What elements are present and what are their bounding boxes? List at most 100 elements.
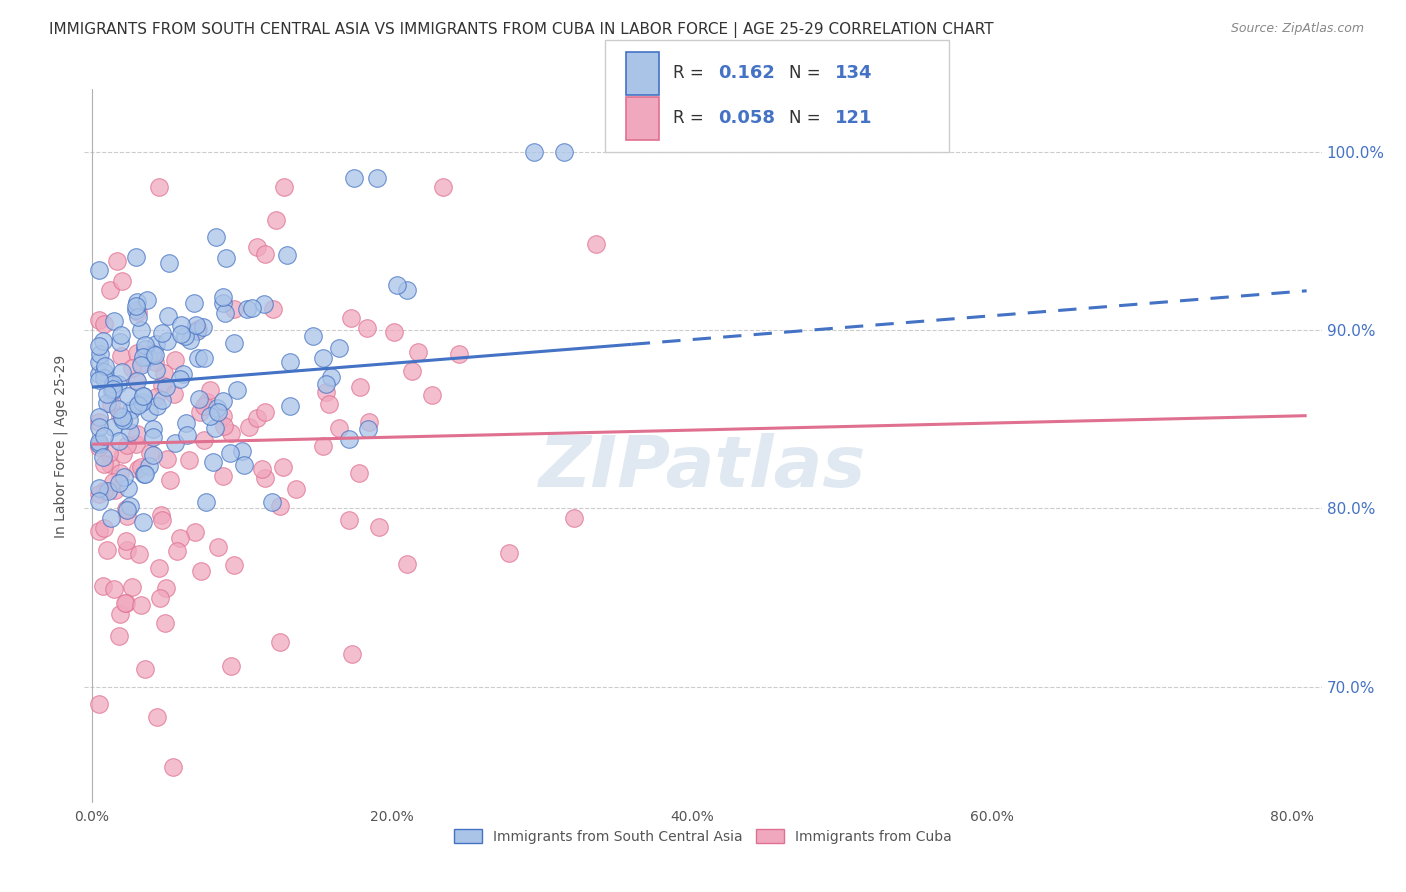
Point [128, 547, 150, 561]
Point [129, 598, 152, 612]
Point [337, 432, 360, 446]
Point [111, 275, 134, 289]
Point [132, 515, 155, 529]
Point [89, 441, 111, 455]
Point [93, 365, 115, 379]
Point [315, 385, 337, 400]
Point [108, 334, 131, 349]
Point [207, 405, 229, 419]
Point [498, 546, 520, 560]
Point [219, 659, 242, 673]
Point [112, 470, 135, 484]
Point [260, 495, 283, 509]
Point [321, 369, 343, 384]
Point [96, 396, 118, 410]
Point [236, 302, 259, 317]
Point [207, 540, 229, 554]
Point [211, 469, 233, 483]
Point [129, 356, 152, 370]
Point [89, 347, 111, 361]
Point [368, 520, 391, 534]
Point [553, 145, 575, 159]
Point [138, 459, 160, 474]
Point [169, 531, 191, 545]
Point [110, 607, 132, 621]
Point [107, 434, 129, 448]
Point [169, 372, 191, 386]
Point [273, 180, 295, 194]
Point [564, 510, 586, 524]
Point [340, 647, 363, 661]
Text: R =: R = [673, 64, 704, 82]
Point [91, 579, 114, 593]
Point [150, 508, 173, 522]
Point [166, 544, 188, 558]
Point [396, 557, 419, 571]
Point [89, 481, 111, 495]
Point [357, 421, 380, 435]
Point [246, 410, 269, 425]
Point [190, 405, 212, 419]
Point [201, 455, 224, 469]
Point [447, 347, 470, 361]
Point [195, 395, 218, 409]
Point [100, 511, 122, 525]
Point [127, 310, 149, 324]
Point [222, 301, 245, 316]
Point [131, 395, 153, 409]
Point [93, 483, 115, 498]
Point [89, 416, 111, 430]
Point [127, 462, 149, 476]
Text: Source: ZipAtlas.com: Source: ZipAtlas.com [1230, 22, 1364, 36]
Point [238, 419, 260, 434]
Point [101, 382, 124, 396]
Point [110, 349, 132, 363]
Point [93, 334, 115, 348]
Point [117, 389, 139, 403]
Point [219, 426, 242, 441]
Point [285, 482, 308, 496]
Point [146, 400, 169, 414]
Point [96, 542, 118, 557]
Point [110, 467, 132, 481]
Point [89, 434, 111, 449]
Point [93, 317, 115, 331]
Point [585, 237, 607, 252]
Point [97, 484, 120, 499]
Point [212, 419, 235, 434]
Point [121, 580, 143, 594]
Point [107, 629, 129, 643]
Point [198, 409, 221, 424]
Point [114, 596, 136, 610]
Point [187, 322, 209, 336]
Text: R =: R = [673, 110, 704, 128]
Point [142, 448, 165, 462]
Point [125, 251, 148, 265]
Point [115, 509, 138, 524]
Point [395, 283, 418, 297]
Point [219, 446, 242, 460]
Point [231, 444, 253, 458]
Point [120, 403, 142, 417]
Point [134, 342, 156, 356]
Point [103, 376, 125, 391]
Point [232, 458, 254, 472]
Point [205, 230, 228, 244]
Point [96, 387, 118, 401]
Point [89, 339, 111, 353]
Point [132, 350, 155, 364]
Point [337, 513, 360, 527]
Point [183, 296, 205, 310]
Point [121, 361, 143, 376]
Point [152, 326, 174, 340]
Point [276, 248, 298, 262]
Point [114, 534, 136, 549]
Point [120, 425, 142, 440]
Point [311, 439, 333, 453]
Point [89, 493, 111, 508]
Point [153, 615, 176, 630]
Point [128, 396, 150, 410]
Point [93, 521, 115, 535]
Point [91, 450, 114, 464]
Point [93, 457, 115, 471]
